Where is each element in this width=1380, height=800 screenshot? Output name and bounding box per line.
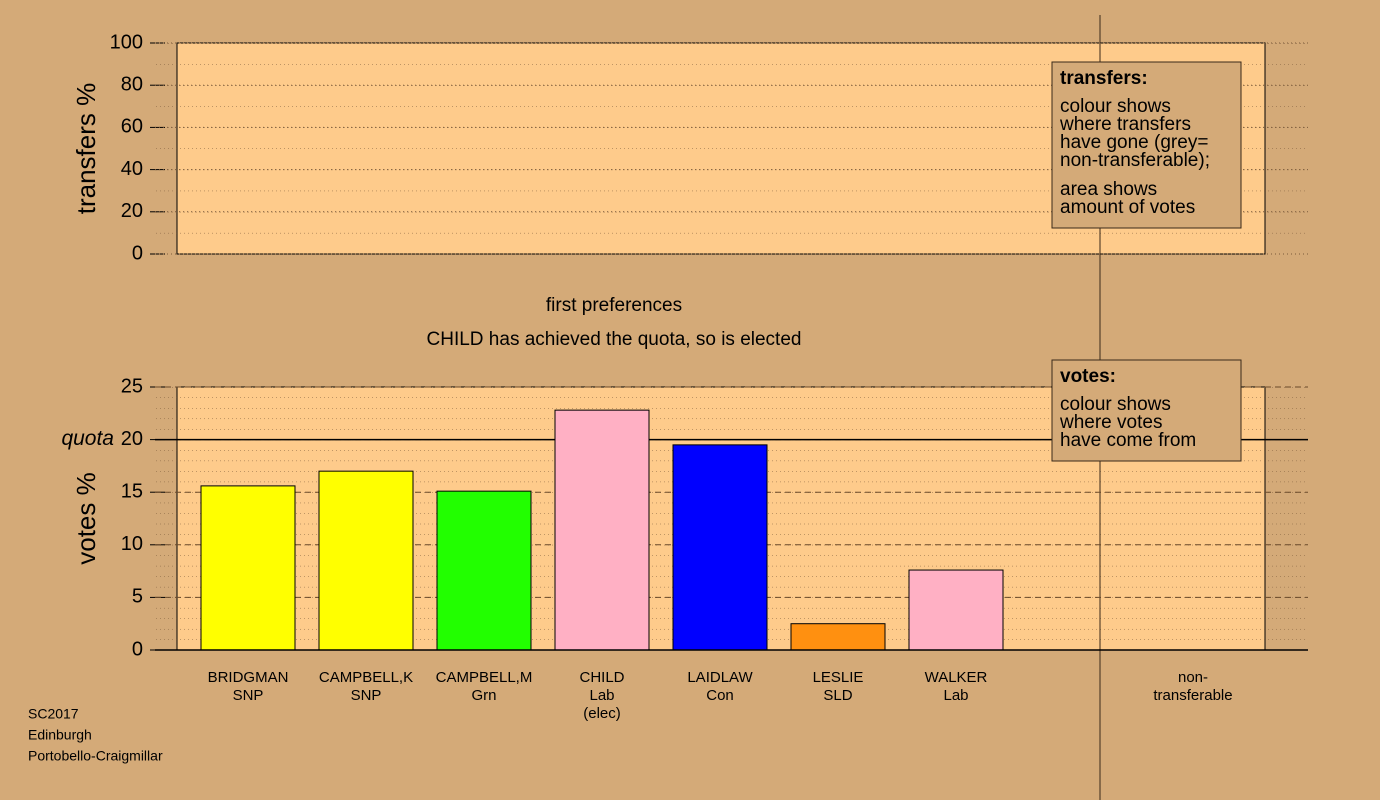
legend-title: transfers:	[1060, 68, 1148, 89]
bar	[200, 485, 296, 651]
footer-text: SC2017	[28, 706, 79, 722]
y-tick-label: 0	[132, 242, 143, 264]
legend-text: area shows	[1060, 179, 1157, 200]
legend-text: colour shows	[1060, 96, 1171, 117]
bar	[672, 444, 768, 651]
x-tick-label: Lab	[943, 687, 968, 704]
bar	[554, 409, 650, 651]
chart-title: first preferences	[546, 295, 682, 316]
legend-text: have gone (grey=	[1060, 132, 1208, 153]
x-tick-label: CAMPBELL,K	[319, 669, 413, 686]
x-tick-label: LESLIE	[813, 669, 864, 686]
x-tick-label: LAIDLAW	[687, 669, 753, 686]
legend-box	[1051, 61, 1242, 229]
bar	[436, 490, 532, 651]
quota-label: quota	[61, 427, 114, 450]
x-tick-label: CHILD	[579, 669, 624, 686]
chart-subtitle: CHILD has achieved the quota, so is elec…	[427, 329, 802, 350]
legend-title: votes:	[1060, 366, 1116, 387]
x-tick-label: SNP	[233, 687, 264, 704]
y-tick-label: 10	[121, 533, 143, 555]
legend-text: where transfers	[1059, 114, 1191, 135]
x-tick-label: Con	[706, 687, 734, 704]
bar	[318, 470, 414, 651]
bar	[790, 623, 886, 651]
legend-text: have come from	[1060, 430, 1196, 451]
y-tick-label: 100	[110, 31, 143, 53]
y-axis-label: votes %	[71, 472, 101, 565]
bar	[908, 569, 1004, 651]
y-tick-label: 15	[121, 480, 143, 502]
legend-text: colour shows	[1060, 394, 1171, 415]
x-tick-label: Grn	[471, 687, 496, 704]
x-tick-label: transferable	[1153, 687, 1232, 704]
y-tick-label: 5	[132, 586, 143, 608]
x-tick-label: non-	[1178, 669, 1208, 686]
y-tick-label: 80	[121, 73, 143, 95]
footer-text: Edinburgh	[28, 727, 92, 743]
x-tick-label: CAMPBELL,M	[436, 669, 533, 686]
x-tick-label: SLD	[823, 687, 852, 704]
legend-box	[1051, 359, 1242, 462]
y-tick-label: 20	[121, 200, 143, 222]
y-tick-label: 60	[121, 116, 143, 138]
x-tick-label: SNP	[351, 687, 382, 704]
y-tick-label: 20	[121, 428, 143, 450]
x-tick-label: WALKER	[925, 669, 988, 686]
x-tick-label: Lab	[589, 687, 614, 704]
x-tick-label: (elec)	[583, 705, 621, 722]
legend-text: amount of votes	[1060, 197, 1195, 218]
legend-text: where votes	[1059, 412, 1162, 433]
footer-text: Portobello-Craigmillar	[28, 748, 163, 764]
y-tick-label: 25	[121, 375, 143, 397]
y-axis-label: transfers %	[71, 83, 101, 215]
y-tick-label: 0	[132, 638, 143, 660]
x-tick-label: BRIDGMAN	[208, 669, 289, 686]
legend-text: non-transferable);	[1060, 150, 1210, 171]
y-tick-label: 40	[121, 158, 143, 180]
